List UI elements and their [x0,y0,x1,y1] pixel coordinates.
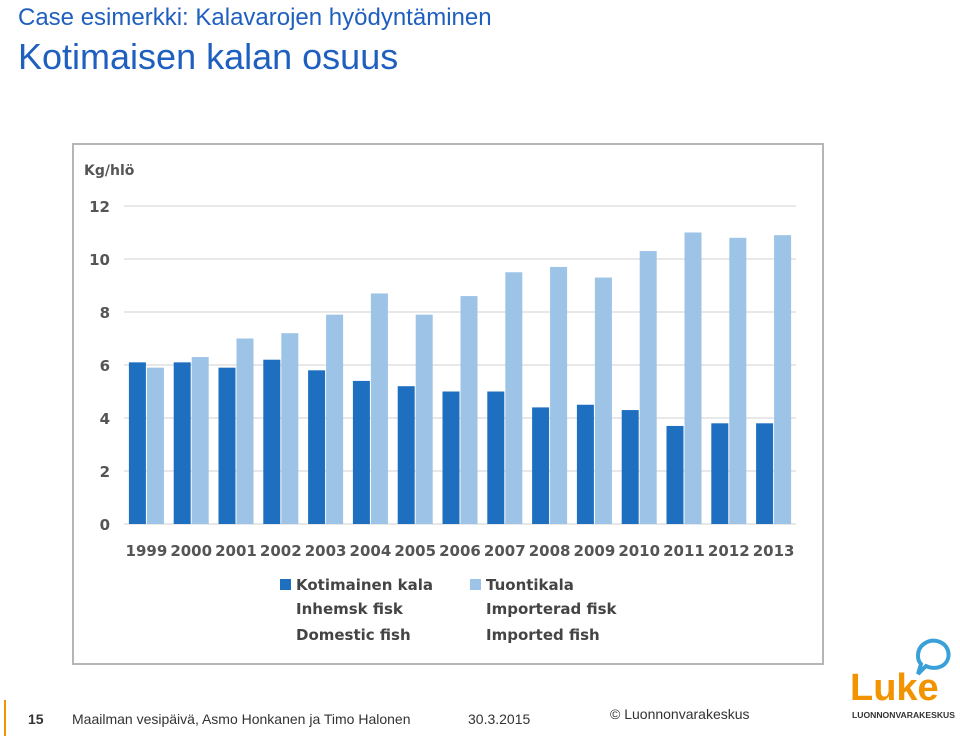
bar-domestic [532,407,550,524]
footer-accent-line [4,700,6,736]
legend-swatch [280,579,291,590]
y-tick-label: 12 [89,198,110,216]
bar-domestic [621,410,639,524]
x-tick-label: 2003 [305,542,347,560]
bar-imported [326,314,344,524]
slide-subtitle: Case esimerkki: Kalavarojen hyödyntämine… [18,4,492,31]
page-number: 15 [28,711,44,727]
x-tick-label: 2012 [708,542,750,560]
speech-bubble-icon [915,638,951,676]
y-tick-label: 8 [100,304,110,322]
x-tick-label: 1999 [126,542,168,560]
legend-label: Tuontikala [486,576,574,594]
bar-domestic [308,370,326,524]
legend-swatch [470,579,481,590]
bar-domestic [263,359,281,524]
footer-copyright: © Luonnonvarakeskus [610,706,750,722]
x-tick-label: 2005 [394,542,436,560]
bar-domestic [666,425,684,524]
bar-domestic [397,386,415,524]
x-tick-label: 2006 [439,542,481,560]
x-tick-label: 2000 [170,542,212,560]
logo-word: Luke [850,667,939,709]
bar-imported [146,367,164,524]
y-tick-label: 4 [100,410,110,428]
bar-imported [460,296,478,524]
x-tick-label: 2009 [574,542,616,560]
y-axis-label: Kg/hlö [84,163,135,179]
bar-imported [505,272,523,524]
bar-domestic [442,391,460,524]
bar-domestic [173,362,191,524]
bar-imported [550,266,568,524]
bar-domestic [711,423,729,524]
slide-title: Kotimaisen kalan osuus [18,36,399,77]
bar-imported [281,333,299,524]
bar-imported [370,293,388,524]
luke-logo: Luke LUONNONVARAKESKUS [850,638,955,720]
bar-imported [639,251,657,525]
x-tick-label: 2001 [215,542,257,560]
legend-label-en: Domestic fish [296,626,411,644]
y-tick-label: 2 [100,463,110,481]
bar-imported [729,237,747,525]
x-tick-label: 2007 [484,542,526,560]
legend-label: Kotimainen kala [296,576,433,594]
bar-imported [236,338,254,524]
footer-date: 30.3.2015 [468,711,531,727]
bar-imported [684,232,702,524]
legend-label-en: Imported fish [486,626,600,644]
x-tick-label: 2004 [350,542,392,560]
legend-label-sv: Inhemsk fisk [296,600,404,618]
footer-text: Maailman vesipäivä, Asmo Honkanen ja Tim… [72,711,411,727]
bar-imported [594,277,612,524]
bar-imported [415,314,433,524]
bar-domestic [218,367,236,524]
y-tick-label: 10 [89,251,110,269]
x-tick-label: 2011 [663,542,705,560]
bar-imported [774,235,792,524]
chart-panel: Kg/hlö 0 2 4 6 8 10 12 1999 2000 2001 2002 2003 2004 2… [72,143,824,665]
bar-domestic [487,391,505,524]
x-tick-label: 2008 [529,542,571,560]
bar-domestic [756,423,774,524]
logo-caption: LUONNONVARAKESKUS [852,710,955,720]
x-tick-label: 2002 [260,542,302,560]
y-tick-label: 6 [100,357,110,375]
bar-imported [191,357,209,524]
bar-domestic [128,362,146,524]
bar-domestic [352,380,370,524]
x-tick-label: 2013 [753,542,795,560]
legend-label-sv: Importerad fisk [486,600,618,618]
bar-domestic [576,404,594,524]
x-tick-label: 2010 [618,542,660,560]
y-tick-label: 0 [100,516,110,534]
